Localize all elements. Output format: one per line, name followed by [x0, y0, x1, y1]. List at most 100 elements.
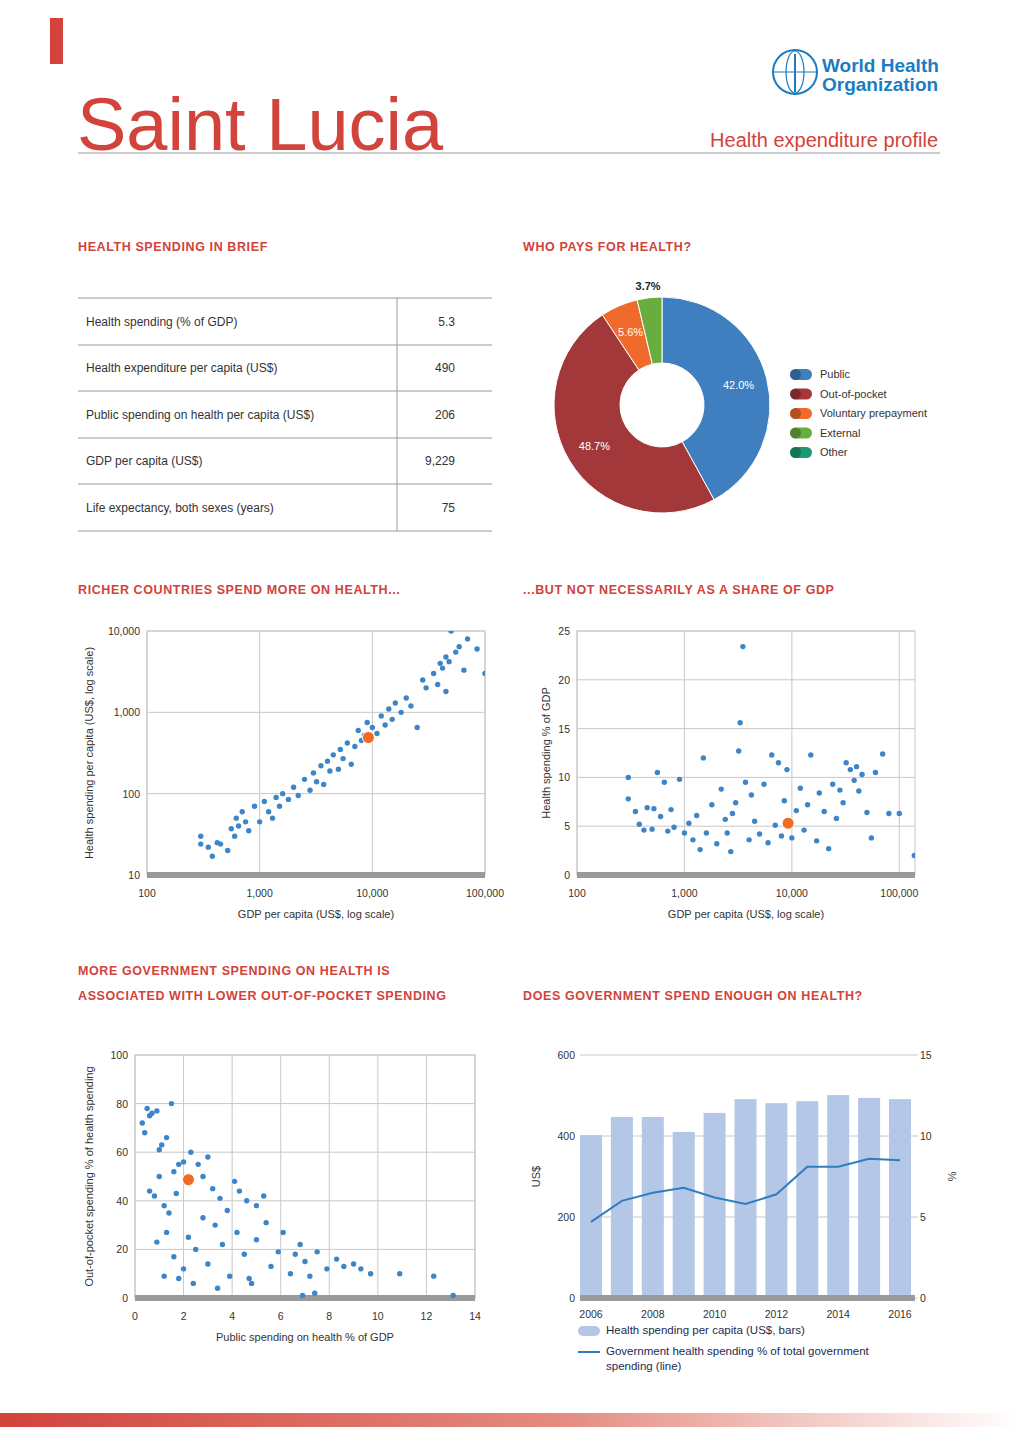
point [268, 1264, 273, 1269]
tick-label: 10,000 [356, 887, 388, 899]
legend-label: External [820, 427, 860, 439]
point [280, 791, 285, 796]
accent-bar [50, 18, 63, 64]
legend-swatch [790, 447, 801, 458]
table-value: 75 [442, 501, 456, 515]
point [864, 810, 869, 815]
point [171, 1254, 176, 1259]
point [736, 748, 741, 753]
point [325, 759, 330, 764]
point [336, 766, 341, 771]
grid-line [899, 631, 900, 875]
tick-label: 1,000 [114, 706, 140, 718]
table-label: Health spending (% of GDP) [86, 315, 237, 329]
point [651, 806, 656, 811]
section-heading: MORE GOVERNMENT SPENDING ON HEALTH IS [78, 964, 390, 978]
point [393, 700, 398, 705]
point [191, 1281, 196, 1286]
point [633, 809, 638, 814]
point [205, 1261, 210, 1266]
legend-swatch [790, 428, 801, 439]
point [364, 720, 369, 725]
grid-line [147, 631, 485, 632]
logo-text: World Health [822, 55, 939, 76]
tick-label: 10 [372, 1310, 384, 1322]
tick-label: 14 [469, 1310, 481, 1322]
title-rule [78, 153, 940, 154]
point [840, 800, 845, 805]
point [733, 800, 738, 805]
point [728, 849, 733, 854]
logo-emblem [773, 50, 817, 94]
table-rule [78, 438, 492, 439]
tick-label: 6 [278, 1310, 284, 1322]
point [218, 841, 223, 846]
bar [889, 1099, 911, 1298]
tick-label: 5 [564, 820, 570, 832]
data-label: 48.7% [579, 440, 610, 452]
logo-emblem [794, 54, 796, 92]
point [697, 847, 702, 852]
point [709, 802, 714, 807]
point [314, 779, 319, 784]
x-axis [147, 872, 485, 878]
table-label: Health expenditure per capita (US$) [86, 361, 277, 375]
tick-label: 100,000 [880, 887, 918, 899]
point [776, 760, 781, 765]
point [724, 830, 729, 835]
point [851, 778, 856, 783]
tick-label: 2014 [827, 1308, 851, 1320]
point [382, 722, 387, 727]
point [159, 1142, 164, 1147]
point [626, 796, 631, 801]
point [794, 808, 799, 813]
point [234, 1230, 239, 1235]
point [443, 689, 448, 694]
point [789, 835, 794, 840]
point [856, 788, 861, 793]
data-label: 5.6% [618, 326, 643, 338]
point [266, 809, 271, 814]
point [164, 1135, 169, 1140]
legend-swatch [578, 1326, 600, 1336]
point [773, 823, 778, 828]
grid-line [147, 631, 148, 875]
bar [858, 1098, 880, 1298]
legend-swatch [790, 408, 812, 419]
point [730, 811, 735, 816]
point [263, 1220, 268, 1225]
point [440, 665, 445, 670]
tick-label: 4 [229, 1310, 235, 1322]
point [193, 1247, 198, 1252]
point [157, 1174, 162, 1179]
table-label: GDP per capita (US$) [86, 454, 203, 468]
point [276, 1249, 281, 1254]
axis-title: Public spending on health % of GDP [216, 1331, 394, 1343]
legend-swatch [790, 369, 812, 380]
tick-mark [915, 1298, 918, 1299]
point [252, 804, 257, 809]
point [225, 848, 230, 853]
axis-title: GDP per capita (US$, log scale) [668, 908, 824, 920]
grid-line [259, 631, 260, 875]
point [668, 807, 673, 812]
point [746, 837, 751, 842]
point [157, 1147, 162, 1152]
point [261, 1193, 266, 1198]
point [327, 768, 332, 773]
legend-swatch [790, 428, 812, 439]
tick-mark [915, 1136, 918, 1137]
tick-label: 10 [558, 771, 570, 783]
section-heading: WHO PAYS FOR HEALTH? [523, 240, 692, 254]
grid-line [232, 1055, 233, 1298]
point [694, 813, 699, 818]
tick-label: 60 [116, 1146, 128, 1158]
grid-line [135, 1055, 136, 1298]
point [240, 809, 245, 814]
tick-label: 20 [116, 1243, 128, 1255]
point [414, 725, 419, 730]
section-heading: ...BUT NOT NECESSARILY AS A SHARE OF GDP [523, 583, 835, 597]
point [176, 1162, 181, 1167]
tick-label: 80 [116, 1098, 128, 1110]
tick-label: 10 [920, 1130, 932, 1142]
